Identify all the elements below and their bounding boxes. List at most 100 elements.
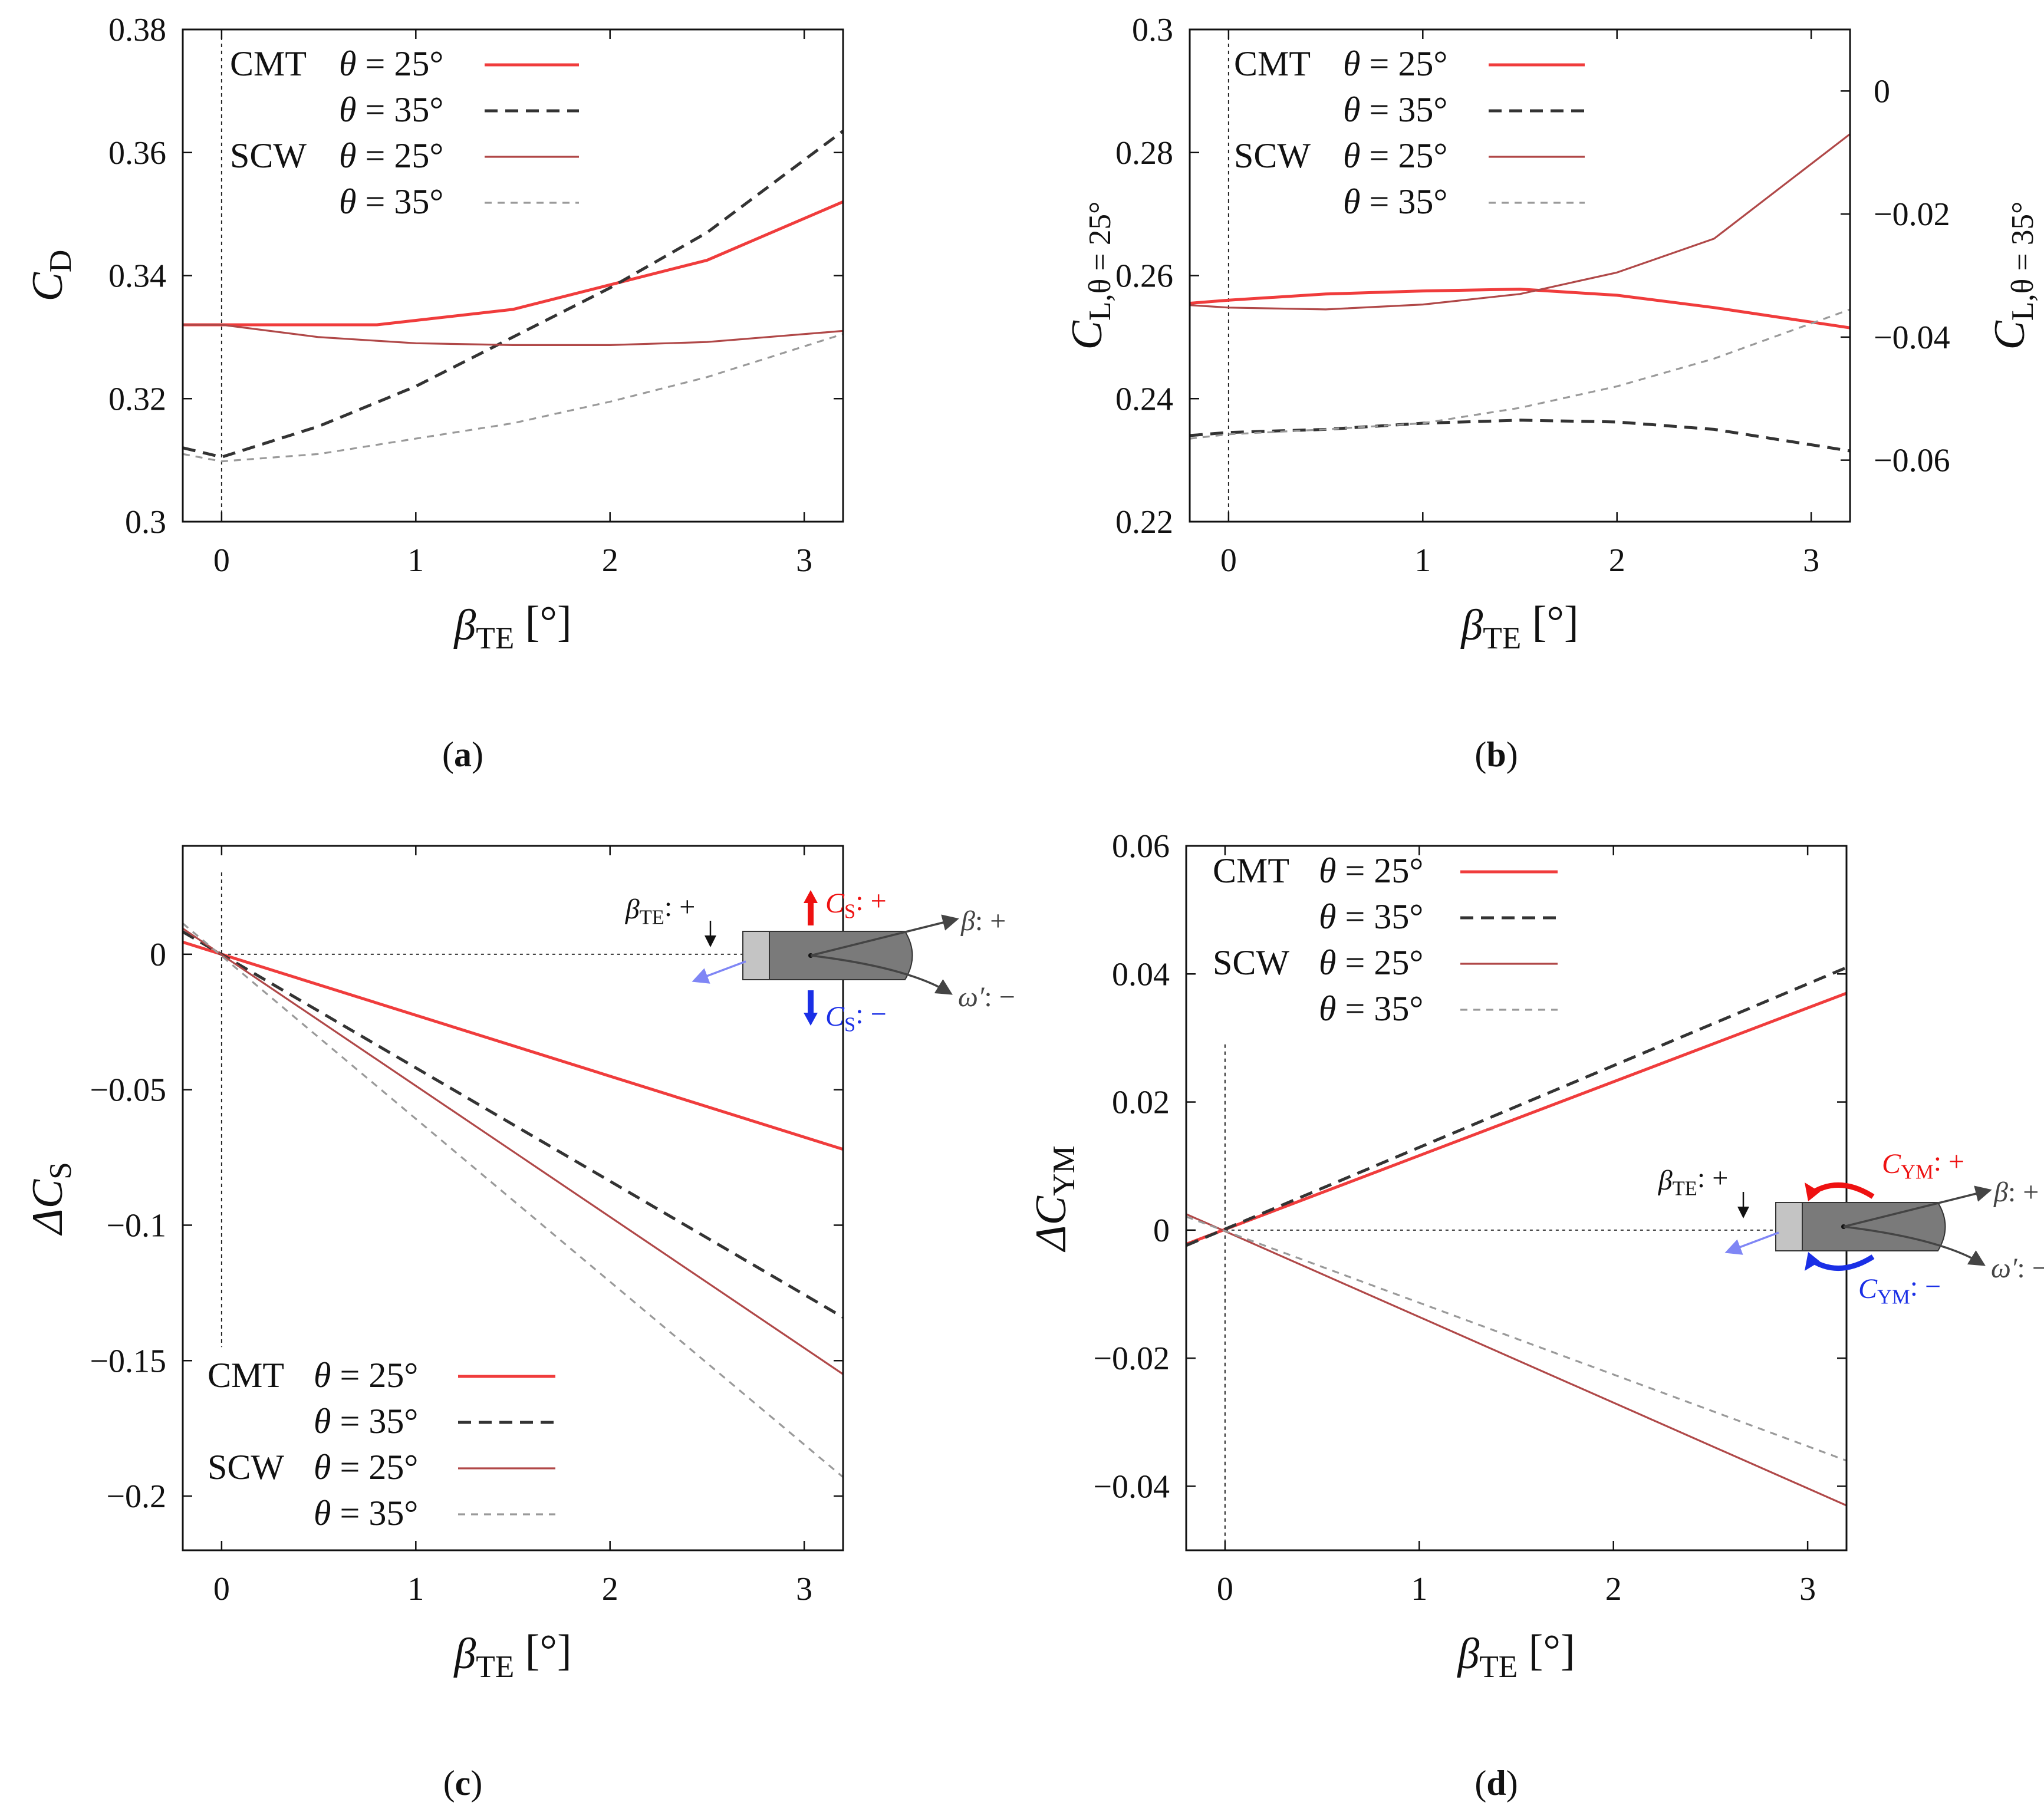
legend-theta: θ [1343, 90, 1360, 129]
y-axis-label-sub: S [43, 1162, 78, 1180]
legend: CMT θ = 25°θ = 35°SCW θ = 25°θ = 35° [1234, 44, 1585, 221]
legend-value: = 25° [356, 44, 443, 83]
side-force-negative-arrow [804, 990, 818, 1026]
y-axis-label-main: C [1063, 319, 1111, 350]
legend-theta: θ [1319, 897, 1336, 936]
inset-omega-label: ω′: − [958, 981, 1015, 1013]
caption-close: ) [1506, 1764, 1518, 1803]
y-tick-label: 0.26 [1115, 258, 1173, 295]
inset-negative-label-sub: YM [1877, 1286, 1910, 1309]
legend-group-label: SCW [1213, 943, 1289, 982]
y-axis-label-sub: D [43, 250, 78, 272]
inset-negative-label-sub: S [844, 1014, 855, 1036]
inset-beta-label-main: β [1993, 1177, 2008, 1208]
x-axis-label-sub: TE [476, 621, 514, 655]
series-group [183, 130, 843, 463]
legend-entry-label: θ = 25° [1343, 44, 1447, 83]
legend-theta: θ [1343, 44, 1360, 83]
legend: CMT θ = 25°θ = 35°SCW θ = 25°θ = 35° [230, 44, 579, 221]
x-axis-label-rest: [°] [1518, 1626, 1575, 1675]
legend-value: = 25° [331, 1356, 418, 1395]
caption-open: ( [1474, 735, 1486, 774]
x-axis-label: βTE [°] [1460, 598, 1578, 655]
y-tick-label: 0.24 [1115, 381, 1173, 417]
inset-beta-te-label-main: β [1658, 1165, 1673, 1196]
legend-theta: θ [339, 44, 356, 83]
legend-value: = 35° [331, 1402, 418, 1441]
x-tick-label: 2 [1605, 1571, 1622, 1607]
legend-value: = 35° [356, 182, 443, 221]
legend-entry-label: θ = 25° [339, 136, 443, 175]
plot-frame [1185, 845, 1848, 1551]
x-axis-label-main: β [453, 1630, 476, 1678]
caption-letter: d [1486, 1764, 1506, 1803]
series-line [183, 930, 843, 1319]
inset-beta-te-label: βTE: + [625, 891, 696, 928]
legend-entry-label: θ = 25° [339, 44, 443, 83]
legend-value: = 25° [1360, 136, 1447, 175]
legend-entry-label: θ = 25° [1319, 851, 1423, 890]
legend-group-label: CMT [1234, 44, 1311, 83]
caption-open: ( [1474, 1764, 1486, 1803]
x-axis-label-main: β [453, 601, 476, 650]
caption-letter: c [455, 1764, 471, 1803]
legend-theta: θ [314, 1448, 331, 1487]
y2-axis-label-sub: L,θ = 35° [2005, 202, 2040, 321]
y-tick-label: 0.3 [125, 504, 166, 541]
inset-beta-te-label-sub: TE [1673, 1178, 1697, 1200]
legend-group-label: SCW [208, 1448, 284, 1487]
legend-theta: θ [314, 1402, 331, 1441]
legend-group-label: SCW [1234, 136, 1311, 175]
series-line [183, 200, 843, 327]
y-tick-label: 0.3 [1132, 12, 1173, 48]
x-tick-label: 0 [213, 542, 230, 579]
yaw-moment-negative-head [1805, 1252, 1820, 1271]
legend: CMT θ = 25°θ = 35°SCW θ = 25°θ = 35° [1213, 851, 1558, 1028]
legend-value: = 35° [1360, 90, 1447, 129]
series-line [1186, 1213, 1846, 1507]
vehicle-body [1802, 1202, 1946, 1251]
y2-tick-label: −0.04 [1874, 319, 1950, 356]
y-axis-label: ΔCS [24, 1162, 78, 1236]
y-tick-label: −0.04 [1093, 1468, 1170, 1505]
plot-frame [182, 28, 844, 523]
panel-a: 0 1 2 3 0.3 0.32 0.34 0.36 0.38 βTE [°] CD CMT θ = 2… [24, 12, 844, 774]
legend-value: = 25° [1336, 943, 1423, 982]
y-tick-label: 0 [150, 937, 166, 973]
legend-theta: θ [1319, 943, 1336, 982]
y-tick-label: 0.22 [1115, 504, 1173, 541]
y-tick-label: 0.02 [1112, 1085, 1170, 1121]
series-line [1190, 133, 1850, 311]
y-axis-label-sub: YM [1046, 1145, 1081, 1196]
legend-value: = 25° [1360, 44, 1447, 83]
inset-beta-label: β: + [960, 905, 1006, 937]
plot-frame [1189, 28, 1851, 523]
x-tick-label: 3 [1799, 1571, 1816, 1607]
series-line [1190, 308, 1850, 440]
panel-caption: (d) [1474, 1764, 1518, 1803]
y-tick-label: −0.05 [90, 1072, 166, 1109]
legend-theta: θ [314, 1356, 331, 1395]
inset-omega-label-rest: : − [984, 981, 1015, 1013]
legend-entry-label: θ = 35° [314, 1494, 418, 1533]
trailing-edge-deflection-arrow [692, 960, 746, 984]
beta-direction-arrow [810, 914, 959, 957]
legend-entry-label: θ = 35° [1319, 897, 1423, 936]
x-tick-label: 2 [1609, 542, 1625, 579]
trailing-edge-block [742, 931, 770, 980]
legend-value: = 25° [331, 1448, 418, 1487]
vehicle-body [769, 931, 913, 980]
panel-caption: (a) [442, 735, 483, 774]
inset-omega-label-main: ω′ [958, 981, 985, 1013]
inset-positive-label-rest: : + [855, 885, 886, 917]
y-axis-label: CL,θ = 25° [1063, 202, 1117, 350]
legend-value: = 35° [1336, 989, 1423, 1028]
legend-theta: θ [1343, 136, 1360, 175]
x-axis-label-main: β [1460, 601, 1483, 650]
x-tick-label: 3 [1803, 542, 1819, 579]
y2-tick-label: 0 [1874, 73, 1890, 110]
x-tick-label: 2 [602, 1571, 618, 1607]
legend-entry-label: θ = 35° [339, 182, 443, 221]
